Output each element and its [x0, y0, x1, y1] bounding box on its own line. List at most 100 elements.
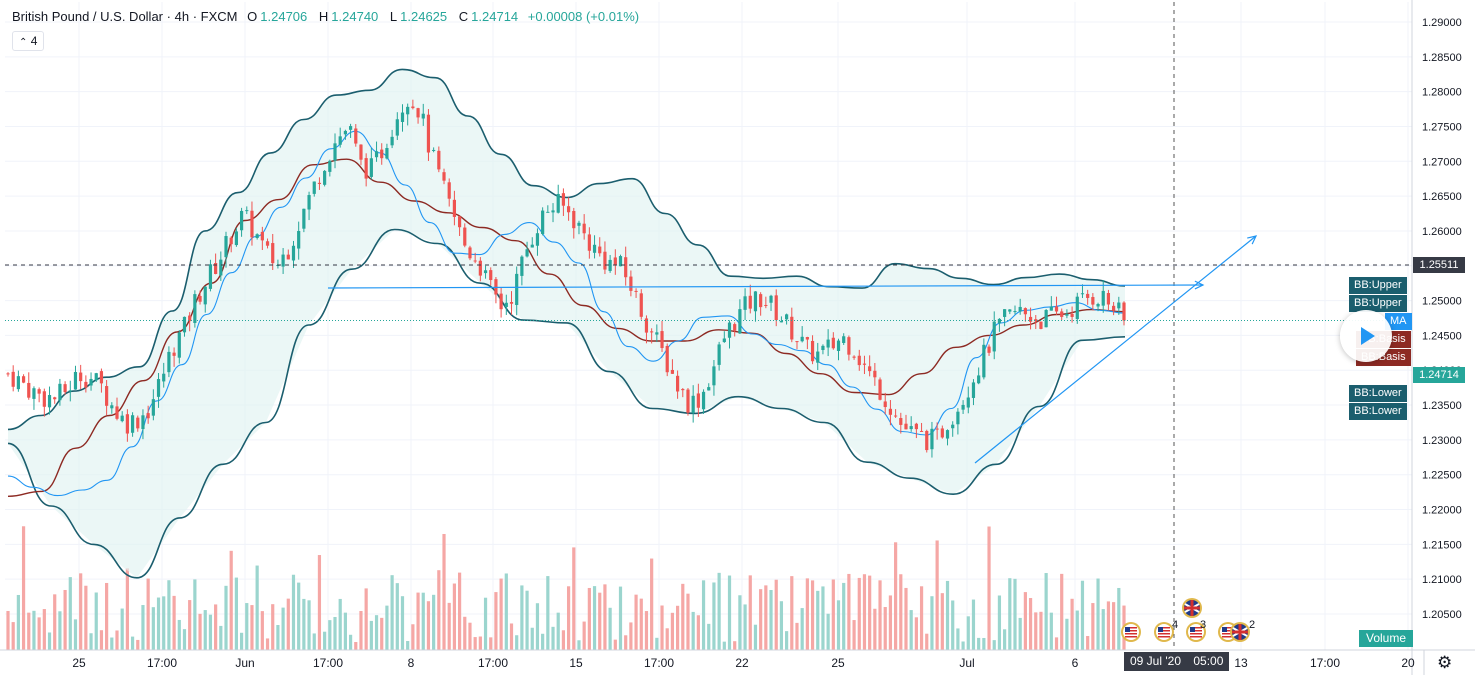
volume-bar	[592, 586, 597, 650]
volume-bar	[774, 579, 778, 650]
candle-body	[748, 295, 752, 309]
volume-bar	[27, 612, 31, 650]
candle-body	[84, 381, 88, 388]
volume-bar	[442, 533, 446, 650]
volume-bar	[6, 610, 10, 650]
price-tick-label: 1.22500	[1422, 470, 1462, 482]
volume-bar	[541, 633, 545, 650]
volume-bar	[852, 620, 856, 650]
volume-bar	[286, 598, 290, 650]
volume-bar	[265, 638, 270, 650]
candle-body	[701, 391, 706, 410]
candle-body	[582, 223, 586, 234]
candle-body	[831, 337, 835, 349]
candle-body	[541, 210, 545, 235]
volume-bar	[105, 582, 109, 650]
indicators-toggle-button[interactable]: ⌃ 4	[12, 31, 45, 51]
volume-bar	[1096, 578, 1100, 650]
low-label: L	[389, 9, 398, 24]
volume-bar	[426, 601, 431, 650]
volume-bar	[146, 578, 150, 650]
candle-body	[250, 210, 254, 238]
volume-bar	[32, 610, 36, 650]
candle-body	[1101, 290, 1105, 306]
price-tick-label: 1.23000	[1422, 435, 1462, 447]
moving-average-line	[7, 130, 1126, 497]
replay-play-button[interactable]	[1340, 310, 1392, 362]
volume-bar	[836, 600, 841, 650]
volume-bar	[670, 612, 675, 650]
candle-body	[904, 423, 908, 430]
candle-body	[603, 251, 607, 270]
drawing-annotations	[5, 2, 1412, 650]
volume-bar	[291, 574, 296, 650]
volume-bar	[136, 639, 140, 650]
data-source: FXCM	[200, 9, 238, 24]
price-tick-label: 1.27500	[1422, 121, 1462, 133]
price-tick-label: 1.26500	[1422, 191, 1462, 203]
candle-body	[795, 341, 799, 343]
time-tick-label: 22	[735, 656, 749, 670]
volume-bar	[759, 589, 763, 650]
volume-bar	[162, 596, 166, 650]
volume-bar	[37, 617, 41, 650]
volume-bar	[977, 637, 981, 650]
candle-body	[421, 113, 425, 119]
high-label: H	[318, 9, 329, 24]
volume-bar	[400, 596, 405, 650]
economic-events: 4 3 2	[1121, 598, 1255, 642]
volume-bar	[971, 599, 976, 650]
volume-bar	[182, 629, 187, 650]
volume-bar	[914, 617, 918, 650]
volume-bar	[769, 590, 773, 650]
candle-body	[1018, 306, 1022, 312]
volume-bar	[1028, 598, 1033, 650]
volume-bar	[556, 612, 560, 650]
volume-bar	[1080, 580, 1085, 650]
volume-bar	[1044, 573, 1048, 650]
volume-bar	[1091, 603, 1095, 650]
volume-bar	[1086, 636, 1090, 650]
volume-bar	[1070, 598, 1074, 650]
volume-bar	[214, 604, 218, 650]
symbol-name[interactable]: British Pound / U.S. Dollar	[12, 9, 164, 24]
volume-bar	[945, 580, 950, 650]
price-tick-label: 1.21500	[1422, 539, 1462, 551]
candle-body	[899, 418, 903, 425]
candle-body	[483, 270, 488, 274]
gear-icon[interactable]: ⚙	[1437, 653, 1453, 672]
volume-bar	[276, 625, 280, 650]
candle-body	[400, 112, 405, 122]
candle-body	[566, 206, 571, 213]
volume-bar	[935, 540, 939, 650]
candle-body	[1117, 302, 1121, 309]
bb-upper-tag: BB:Upper	[1349, 295, 1407, 312]
volume-bar	[681, 583, 685, 650]
marked-level-tag: 1.25511	[1413, 257, 1465, 273]
candle-body	[478, 260, 482, 276]
candle-body	[686, 389, 690, 413]
candle-body	[816, 351, 820, 363]
time-tick-label: 17:00	[644, 656, 674, 670]
candle-body	[229, 237, 233, 245]
volume-bar	[177, 619, 181, 650]
candle-body	[670, 369, 675, 374]
close-value: 1.24714	[471, 9, 519, 24]
candle-body	[707, 387, 711, 391]
volume-bar	[1034, 612, 1038, 650]
volume-bar	[572, 547, 576, 650]
volume-bar	[343, 612, 347, 650]
volume-bar	[1101, 609, 1105, 650]
volume-bar	[1018, 617, 1022, 650]
interval[interactable]: 4h	[174, 9, 190, 24]
volume-bar	[234, 577, 238, 650]
candle-body	[624, 257, 628, 278]
volume-bar	[203, 610, 207, 650]
volume-bar	[457, 572, 462, 650]
us-flag-icon	[1186, 622, 1206, 642]
price-tick-label: 1.25000	[1422, 296, 1462, 308]
volume-bar	[89, 633, 93, 650]
candle-body	[847, 337, 851, 355]
